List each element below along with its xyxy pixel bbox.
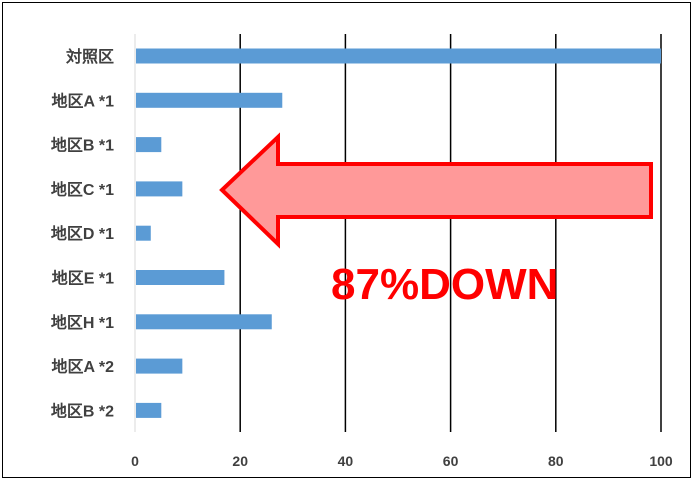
x-tick-label: 20 — [232, 453, 248, 469]
left-arrow-icon — [219, 132, 653, 249]
bars — [136, 48, 661, 418]
x-tick-labels: 0 20 40 60 80 100 — [131, 453, 673, 469]
x-tick-label: 0 — [131, 453, 139, 469]
category-label: 地区B *2 — [51, 401, 114, 420]
bar — [136, 402, 162, 418]
bar — [136, 225, 151, 241]
bar — [136, 48, 661, 64]
bar — [136, 314, 272, 330]
x-tick-label: 80 — [548, 453, 564, 469]
annotation: 87%DOWN — [219, 132, 653, 309]
bar — [136, 92, 283, 108]
chart-frame — [2, 2, 691, 478]
category-label: 地区E *1 — [52, 269, 114, 288]
x-tick-label: 60 — [443, 453, 459, 469]
category-label: 地区B *1 — [51, 136, 114, 155]
category-label: 対照区 — [65, 47, 114, 66]
x-tick-label: 40 — [338, 453, 354, 469]
category-label: 地区C *1 — [51, 180, 114, 199]
bar — [136, 270, 225, 285]
bar — [136, 181, 183, 197]
down-annotation-text: 87%DOWN — [331, 260, 558, 309]
category-label: 地区A *1 — [51, 91, 114, 110]
x-tick-label: 100 — [649, 453, 673, 469]
bar — [136, 358, 183, 374]
category-label: 地区H *1 — [51, 313, 114, 332]
category-label: 地区D *1 — [51, 224, 114, 243]
bar — [136, 137, 162, 153]
category-label: 地区A *2 — [51, 357, 114, 376]
